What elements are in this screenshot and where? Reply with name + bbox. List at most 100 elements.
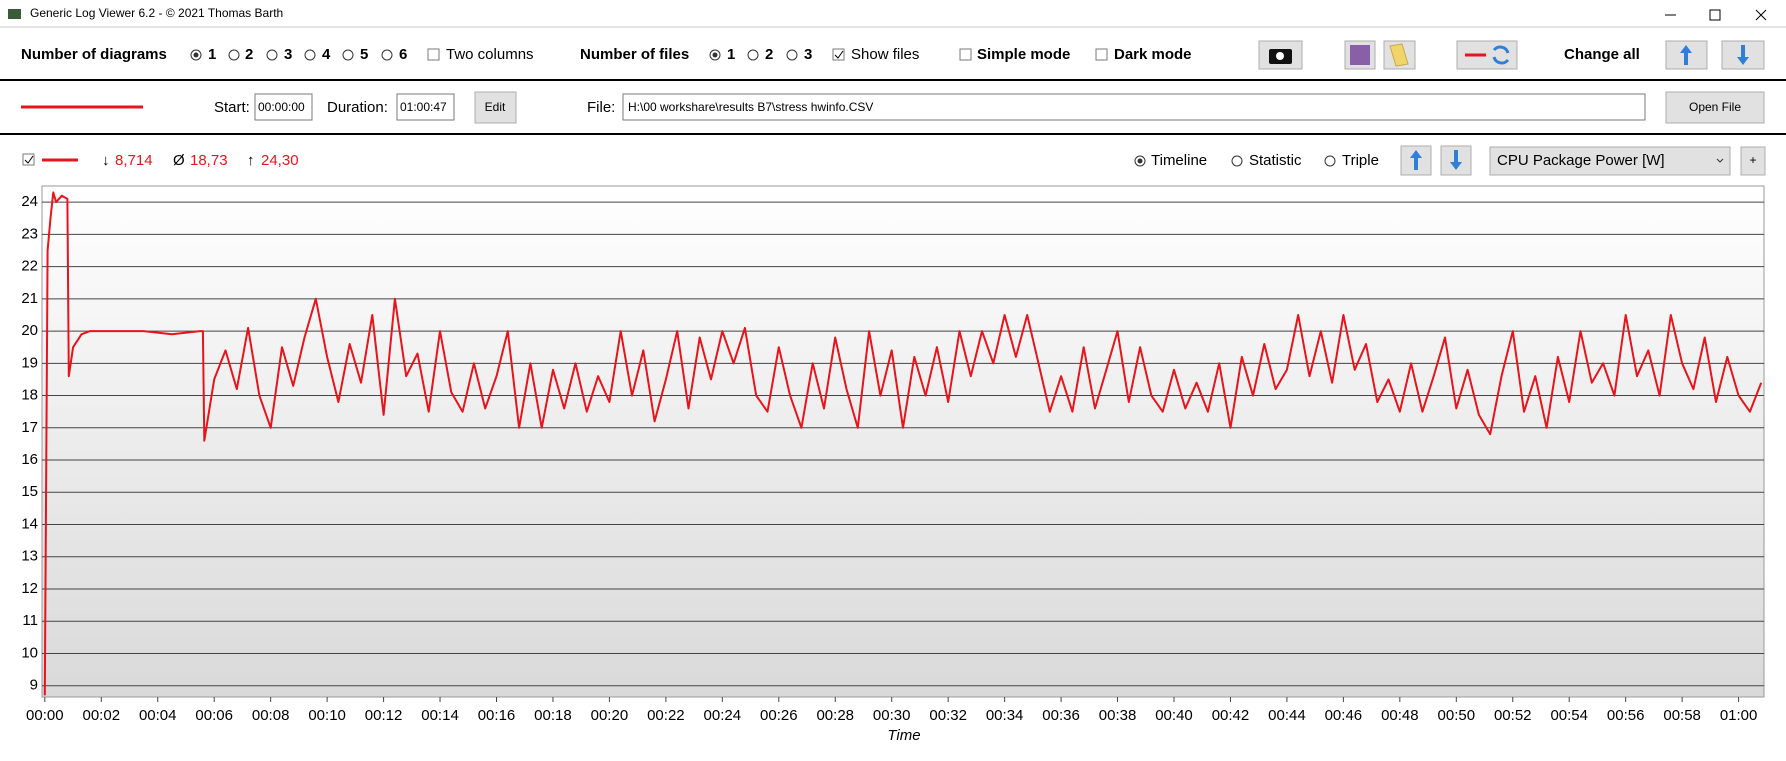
x-tick-label: 00:40 xyxy=(1155,707,1193,724)
radio[interactable] xyxy=(228,49,240,61)
data-line xyxy=(43,191,1763,696)
x-tick-label: 00:22 xyxy=(647,707,685,724)
mode-option: Statistic xyxy=(1249,152,1302,169)
x-tick-label: 00:20 xyxy=(591,707,629,724)
radio[interactable] xyxy=(381,49,393,61)
radio[interactable] xyxy=(747,49,759,61)
x-tick-label: 00:34 xyxy=(986,707,1024,724)
checkbox[interactable] xyxy=(1095,48,1108,61)
x-tick-label: 00:12 xyxy=(365,707,403,724)
radio[interactable] xyxy=(786,49,798,61)
checkbox[interactable] xyxy=(427,48,440,61)
x-tick-label: 00:02 xyxy=(83,707,121,724)
file-input[interactable] xyxy=(622,93,1646,121)
folder-icon xyxy=(1389,43,1409,67)
x-tick-label: 00:54 xyxy=(1550,707,1588,724)
option: 3 xyxy=(284,46,292,63)
y-tick-label: 11 xyxy=(22,612,38,629)
simple-mode: Simple mode xyxy=(977,46,1070,63)
x-tick-label: 00:04 xyxy=(139,707,177,724)
y-tick-label: 13 xyxy=(21,548,38,565)
avg-symbol: Ø xyxy=(173,152,185,169)
files-label: Number of files xyxy=(580,46,689,63)
app-icon xyxy=(8,9,21,19)
y-tick-label: 20 xyxy=(21,322,38,339)
mode-option: Triple xyxy=(1342,152,1379,169)
screenshot-button[interactable] xyxy=(1258,40,1303,70)
radio[interactable] xyxy=(304,49,316,61)
option: 2 xyxy=(765,46,773,63)
radio[interactable] xyxy=(266,49,278,61)
x-tick-label: 00:56 xyxy=(1607,707,1645,724)
camera-lens xyxy=(1276,52,1284,60)
down-icon xyxy=(1450,150,1462,170)
y-tick-label: 23 xyxy=(21,225,38,242)
duration-input[interactable] xyxy=(396,93,455,121)
dropdown-arrow xyxy=(1716,158,1724,163)
save-icon xyxy=(1350,45,1370,65)
up-icon xyxy=(1680,45,1692,65)
y-tick-label: 17 xyxy=(21,419,38,436)
x-tick-label: 00:16 xyxy=(478,707,516,724)
radio[interactable] xyxy=(342,49,354,61)
radio[interactable] xyxy=(1324,155,1336,167)
checkbox[interactable] xyxy=(959,48,972,61)
dark-mode: Dark mode xyxy=(1114,46,1192,63)
max-symbol: ↑ xyxy=(247,152,255,169)
option: 6 xyxy=(399,46,407,63)
change-all: Change all xyxy=(1564,46,1640,63)
x-tick-label: 01:00 xyxy=(1720,707,1758,724)
close-button[interactable] xyxy=(1755,9,1767,21)
x-tick-label: 00:10 xyxy=(308,707,346,724)
duration-label: Duration: xyxy=(327,99,388,116)
option: 1 xyxy=(727,46,735,63)
y-tick-label: 10 xyxy=(21,644,38,661)
open-file: Open File xyxy=(1689,100,1741,114)
radio-dot xyxy=(1137,158,1143,164)
y-tick-label: 12 xyxy=(21,580,38,597)
x-tick-label: 00:14 xyxy=(421,707,459,724)
mode-option: Timeline xyxy=(1151,152,1207,169)
option: 3 xyxy=(804,46,812,63)
y-tick-label: 21 xyxy=(21,290,38,307)
channel: CPU Package Power [W] xyxy=(1497,152,1665,169)
y-tick-label: 24 xyxy=(21,193,38,210)
show-files: Show files xyxy=(851,46,919,63)
check xyxy=(24,155,34,164)
refresh-icon xyxy=(1492,45,1510,65)
start-input[interactable] xyxy=(254,93,313,121)
x-tick-label: 00:06 xyxy=(195,707,233,724)
y-tick-label: 9 xyxy=(30,677,38,694)
x-tick-label: 00:42 xyxy=(1212,707,1250,724)
start-value: 00:00:00 xyxy=(258,100,305,114)
file-label: File: xyxy=(587,99,615,116)
add: + xyxy=(1749,153,1756,167)
radio-dot xyxy=(712,52,718,58)
x-tick-label: 00:26 xyxy=(760,707,798,724)
avg-value: 18,73 xyxy=(190,152,228,169)
x-tick-label: 00:44 xyxy=(1268,707,1306,724)
y-tick-label: 14 xyxy=(21,515,38,532)
x-axis-label: Time xyxy=(887,727,920,744)
window-title: Generic Log Viewer 6.2 - © 2021 Thomas B… xyxy=(30,6,283,20)
open-file-button[interactable] xyxy=(1665,91,1765,124)
up-icon xyxy=(1410,150,1422,170)
option: 1 xyxy=(208,46,216,63)
radio[interactable] xyxy=(1231,155,1243,167)
x-tick-label: 00:32 xyxy=(929,707,967,724)
maximize-button[interactable] xyxy=(1709,9,1721,21)
channel-dropdown[interactable] xyxy=(1489,146,1731,176)
x-tick-label: 00:24 xyxy=(704,707,742,724)
checkbox[interactable] xyxy=(832,48,845,61)
x-tick-label: 00:52 xyxy=(1494,707,1532,724)
x-tick-label: 00:18 xyxy=(534,707,572,724)
x-tick-label: 00:46 xyxy=(1325,707,1363,724)
diagram-options: 1 2 3 4 5 6 xyxy=(190,46,407,63)
diagrams-label: Number of diagrams xyxy=(21,46,167,63)
add-button[interactable] xyxy=(1740,146,1766,176)
edit-button[interactable] xyxy=(474,91,517,124)
file-options: 1 2 3 xyxy=(709,46,812,63)
checkbox[interactable] xyxy=(22,153,35,166)
option: 4 xyxy=(322,46,331,63)
